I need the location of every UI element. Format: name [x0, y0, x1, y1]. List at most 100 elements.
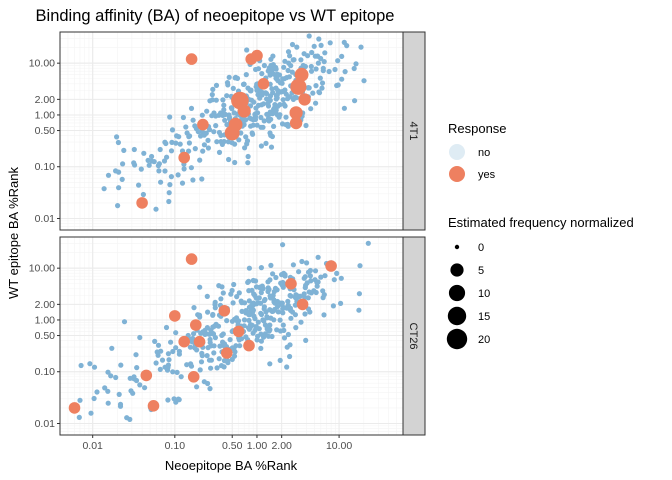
- data-point-no: [259, 71, 265, 77]
- y-tick-label: 0.50: [35, 125, 56, 137]
- data-point-no: [186, 140, 192, 146]
- data-point-no: [284, 364, 290, 370]
- data-point-no: [254, 122, 260, 128]
- data-point-no: [244, 47, 250, 53]
- data-point-no: [273, 274, 279, 281]
- data-point-no: [226, 156, 232, 163]
- data-point-no: [161, 158, 168, 164]
- data-point-no: [284, 344, 290, 350]
- data-point-no: [162, 168, 168, 174]
- data-point-no: [356, 307, 362, 313]
- data-point-no: [179, 180, 186, 186]
- data-point-yes: [232, 325, 245, 338]
- y-tick-label: 0.01: [35, 213, 56, 225]
- x-tick-label: 0.10: [165, 440, 186, 452]
- data-point-no: [261, 62, 267, 69]
- data-point-no: [207, 386, 213, 392]
- data-point-no: [157, 366, 163, 372]
- data-point-no: [192, 146, 198, 152]
- data-point-no: [314, 283, 320, 289]
- data-point-no: [216, 129, 222, 136]
- data-point-no: [263, 140, 269, 146]
- data-point-no: [260, 286, 266, 292]
- data-point-no: [246, 317, 252, 323]
- y-tick-label: 10.00: [29, 58, 55, 70]
- data-point-no: [187, 344, 193, 350]
- data-point-no: [114, 134, 120, 140]
- data-point-yes: [294, 67, 309, 82]
- data-point-no: [216, 149, 223, 155]
- data-point-no: [277, 317, 283, 323]
- data-point-no: [248, 116, 255, 122]
- data-point-no: [213, 113, 219, 119]
- data-point-no: [274, 76, 280, 82]
- data-point-no: [116, 169, 122, 175]
- data-point-no: [168, 148, 175, 154]
- data-point-no: [158, 348, 164, 354]
- data-point-no: [198, 359, 205, 365]
- data-point-no: [131, 374, 137, 380]
- data-point-no: [178, 374, 184, 380]
- data-point-yes: [290, 78, 307, 95]
- data-point-no: [269, 86, 275, 92]
- data-point-no: [167, 114, 173, 120]
- data-point-no: [283, 91, 289, 97]
- legend-size-key: [450, 263, 464, 277]
- data-point-no: [267, 72, 273, 78]
- data-point-no: [294, 44, 300, 50]
- data-point-no: [303, 282, 309, 288]
- data-point-no: [250, 307, 256, 313]
- data-point-no: [198, 330, 204, 336]
- data-point-no: [258, 114, 264, 121]
- data-point-no: [287, 292, 293, 299]
- data-point-no: [186, 134, 192, 140]
- data-point-no: [169, 139, 175, 145]
- data-point-no: [101, 186, 107, 192]
- data-point-no: [273, 66, 279, 72]
- data-point-no: [149, 158, 155, 164]
- data-point-no: [121, 147, 127, 153]
- data-point-no: [174, 133, 180, 139]
- data-point-no: [230, 300, 236, 306]
- data-point-no: [218, 296, 224, 302]
- data-point-no: [258, 290, 264, 296]
- data-point-no: [341, 105, 347, 111]
- data-point-no: [281, 64, 287, 70]
- data-point-no: [210, 312, 216, 318]
- data-point-no: [272, 285, 279, 291]
- data-point-no: [352, 98, 358, 104]
- data-point-no: [315, 254, 321, 260]
- data-point-no: [338, 300, 344, 306]
- data-point-no: [265, 279, 271, 285]
- data-point-no: [339, 76, 345, 82]
- data-point-no: [205, 145, 211, 151]
- facet-strip: [402, 236, 426, 436]
- data-point-no: [169, 127, 176, 133]
- data-point-no: [212, 335, 218, 341]
- legend-label-no: no: [478, 147, 490, 159]
- data-point-no: [152, 338, 158, 344]
- data-point-yes: [325, 260, 337, 272]
- data-point-no: [237, 343, 243, 349]
- data-point-no: [180, 114, 186, 121]
- data-point-no: [108, 373, 114, 379]
- data-point-no: [120, 161, 126, 167]
- data-point-no: [181, 166, 187, 172]
- data-point-no: [236, 290, 242, 296]
- data-point-no: [334, 270, 340, 276]
- data-point-no: [280, 284, 286, 290]
- data-point-no: [282, 58, 288, 64]
- data-point-no: [229, 106, 235, 112]
- data-point-no: [207, 98, 213, 104]
- data-point-no: [245, 85, 251, 91]
- data-point-no: [267, 93, 274, 99]
- data-point-no: [177, 141, 183, 147]
- y-tick-label: 0.50: [35, 330, 56, 342]
- data-point-no: [244, 141, 250, 147]
- data-point-no: [133, 377, 140, 384]
- data-point-yes: [257, 78, 270, 90]
- data-point-no: [280, 322, 286, 328]
- data-point-no: [254, 87, 260, 93]
- data-point-no: [271, 297, 277, 303]
- data-point-no: [209, 92, 215, 98]
